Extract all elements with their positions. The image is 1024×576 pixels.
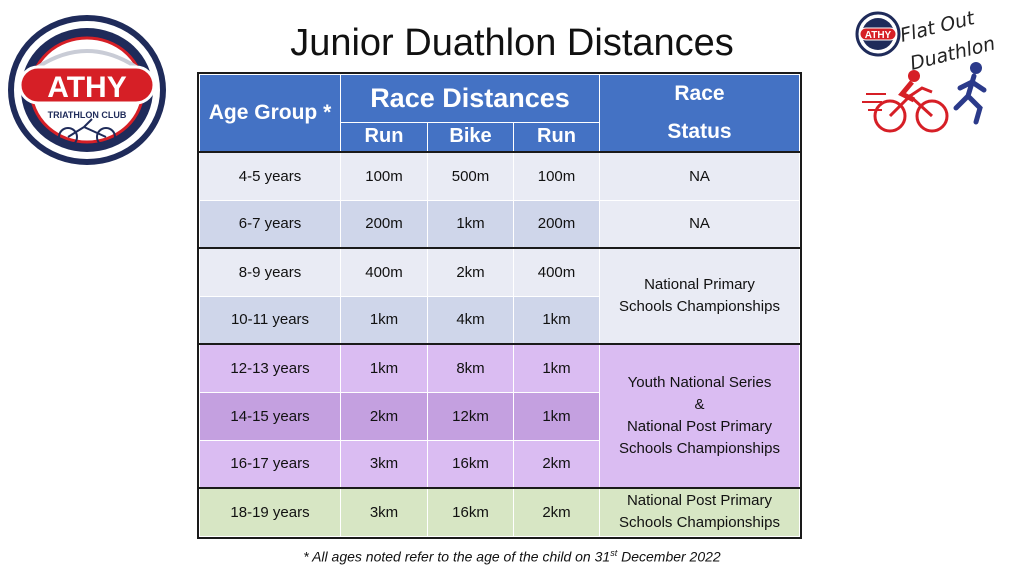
bike-cell: 2km — [427, 247, 514, 297]
table-row: 18-19 years 3km 16km 2km National Post P… — [199, 487, 800, 537]
run2-cell: 2km — [513, 487, 600, 537]
header-race-status: Race Status — [599, 74, 800, 153]
run2-cell: 2km — [513, 439, 600, 489]
bike-cell: 16km — [427, 439, 514, 489]
logo-left-sub: TRIATHLON CLUB — [48, 110, 127, 120]
run2-cell: 400m — [513, 247, 600, 297]
status-cell: NA — [599, 199, 800, 249]
age-cell: 8-9 years — [199, 247, 341, 297]
flat-out-duathlon-logo: ATHY Flat Out Duathlon — [855, 7, 997, 133]
run1-cell: 100m — [340, 151, 428, 201]
table-row: 14-15 years 2km 12km 1km — [199, 391, 800, 441]
header-age-group: Age Group * — [199, 74, 341, 153]
page-title: Junior Duathlon Distances — [290, 22, 734, 64]
table-row: 6-7 years 200m 1km 200m NA — [199, 199, 800, 249]
bike-cell: 8km — [427, 343, 514, 393]
run2-cell: 100m — [513, 151, 600, 201]
age-cell: 12-13 years — [199, 343, 341, 393]
bike-cell: 1km — [427, 199, 514, 249]
logo-right-badge: ATHY — [865, 30, 892, 41]
run1-cell: 400m — [340, 247, 428, 297]
header-run-1: Run — [340, 121, 428, 153]
age-cell: 10-11 years — [199, 295, 341, 345]
age-cell: 6-7 years — [199, 199, 341, 249]
status-line: Schools Championships — [619, 298, 780, 315]
footnote-date: December 2022 — [617, 548, 721, 565]
cyclist-icon — [862, 70, 949, 133]
status-cell: National Primary Schools Championships — [599, 247, 800, 345]
run1-cell: 200m — [340, 199, 428, 249]
bike-cell: 12km — [427, 391, 514, 441]
footnote-text: * All ages noted refer to the age of the… — [303, 548, 611, 565]
age-cell: 18-19 years — [199, 487, 341, 537]
table-row: 8-9 years 400m 2km 400m National Primary… — [199, 247, 800, 345]
header-race-status-text: Race Status — [667, 82, 732, 143]
header-race-distances: Race Distances — [340, 74, 600, 123]
run2-cell: 1km — [513, 295, 600, 345]
footnote: * All ages noted refer to the age of the… — [0, 548, 1024, 565]
run2-cell: 1km — [513, 391, 600, 441]
run1-cell: 2km — [340, 391, 428, 441]
footnote-superscript: st — [610, 548, 618, 558]
status-line: Schools Championships — [619, 440, 780, 457]
table-row: 12-13 years 1km 8km 1km Youth National S… — [199, 343, 800, 489]
status-line: & — [694, 396, 705, 413]
status-line: Youth National Series — [627, 374, 772, 391]
run2-cell: 200m — [513, 199, 600, 249]
status-line: National Post Primary — [626, 492, 773, 510]
table-row: 16-17 years 3km 16km 2km — [199, 439, 800, 489]
logo-left-name: ATHY — [47, 71, 126, 104]
status-cell: Youth National Series & National Post Pr… — [599, 343, 800, 489]
athy-triathlon-club-logo: ATHY TRIATHLON CLUB — [8, 15, 166, 165]
age-cell: 14-15 years — [199, 391, 341, 441]
status-cell: NA — [599, 151, 800, 201]
run1-cell: 1km — [340, 343, 428, 393]
header-run-2: Run — [513, 121, 600, 153]
status-cell: National Post Primary Schools Championsh… — [599, 487, 800, 537]
run2-cell: 1km — [513, 343, 600, 393]
bike-cell: 4km — [427, 295, 514, 345]
runner-icon — [953, 62, 987, 125]
header-bike: Bike — [427, 121, 514, 153]
table-row: 10-11 years 1km 4km 1km — [199, 295, 800, 345]
age-cell: 4-5 years — [199, 151, 341, 201]
status-line: Schools Championships — [619, 514, 780, 532]
run1-cell: 3km — [340, 487, 428, 537]
run1-cell: 1km — [340, 295, 428, 345]
status-line: National Primary — [644, 276, 755, 293]
status-line: National Post Primary — [626, 418, 773, 435]
age-cell: 16-17 years — [199, 439, 341, 489]
duathlon-distances-table: Age Group * Race Distances Race Status R… — [197, 72, 802, 539]
table-row: 4-5 years 100m 500m 100m NA — [199, 151, 800, 201]
run1-cell: 3km — [340, 439, 428, 489]
bike-cell: 16km — [427, 487, 514, 537]
bike-cell: 500m — [427, 151, 514, 201]
